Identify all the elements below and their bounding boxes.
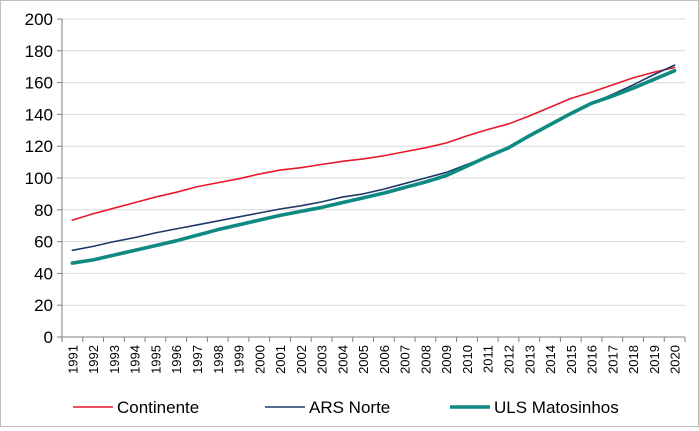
axes <box>57 18 686 342</box>
x-tick-label: 2002 <box>294 345 309 374</box>
y-tick-label: 80 <box>34 201 53 220</box>
series-line-uls-matosinhos <box>70 68 677 265</box>
x-tick-label: 2000 <box>252 345 267 374</box>
x-tick-label: 1997 <box>190 345 205 374</box>
x-tick-label: 2008 <box>418 345 433 374</box>
x-tick-label: 2005 <box>356 345 371 374</box>
y-tick-label: 140 <box>25 105 53 124</box>
series-lines <box>70 64 677 265</box>
x-tick-label: 2003 <box>315 345 330 374</box>
x-tick-label: 2019 <box>647 345 662 374</box>
x-tick-label: 2004 <box>335 345 350 374</box>
y-tick-label: 160 <box>25 74 53 93</box>
x-tick-label: 2020 <box>668 345 683 374</box>
y-tick-label: 40 <box>34 264 53 283</box>
y-tick-label: 0 <box>44 328 53 347</box>
x-tick-label: 2006 <box>377 345 392 374</box>
legend-label: ARS Norte <box>309 398 390 417</box>
y-tick-label: 20 <box>34 296 53 315</box>
x-tick-label: 1992 <box>86 345 101 374</box>
y-tick-label: 180 <box>25 42 53 61</box>
x-tick-label: 2014 <box>543 345 558 374</box>
x-tick-label: 2013 <box>522 345 537 374</box>
y-tick-labels: 0 20 40 60 80 100 120 140 160 180 200 <box>25 10 53 347</box>
x-tick-label: 1996 <box>169 345 184 374</box>
x-tick-label: 2009 <box>439 345 454 374</box>
series-line-continente <box>71 66 676 221</box>
x-tick-label: 1995 <box>148 345 163 374</box>
y-tick-label: 60 <box>34 233 53 252</box>
x-tick-label: 2011 <box>481 345 496 373</box>
x-tick-label: 1994 <box>128 345 143 374</box>
x-tick-label: 1999 <box>232 345 247 374</box>
x-tick-label: 2016 <box>585 345 600 374</box>
y-tick-label: 200 <box>25 10 53 29</box>
x-tick-label: 2010 <box>460 345 475 374</box>
y-tick-label: 120 <box>25 137 53 156</box>
x-tick-label: 1993 <box>107 345 122 374</box>
gridlines <box>62 18 685 306</box>
x-tick-label: 2017 <box>605 345 620 374</box>
x-tick-label: 2018 <box>626 345 641 374</box>
legend: Continente ARS Norte ULS Matosinhos <box>73 398 619 417</box>
x-tick-label: 2012 <box>501 345 516 374</box>
legend-label: Continente <box>117 398 199 417</box>
x-tick-label: 1998 <box>211 345 226 374</box>
y-tick-label: 100 <box>25 169 53 188</box>
x-tick-label: 2001 <box>273 345 288 374</box>
x-tick-labels: 1991 1992 1993 1994 1995 1996 1997 1998 1999 2000… <box>65 345 682 374</box>
x-tick-label: 2015 <box>564 345 579 374</box>
x-tick-label: 1991 <box>65 345 80 374</box>
legend-label: ULS Matosinhos <box>494 398 619 417</box>
x-tick-label: 2007 <box>398 345 413 374</box>
